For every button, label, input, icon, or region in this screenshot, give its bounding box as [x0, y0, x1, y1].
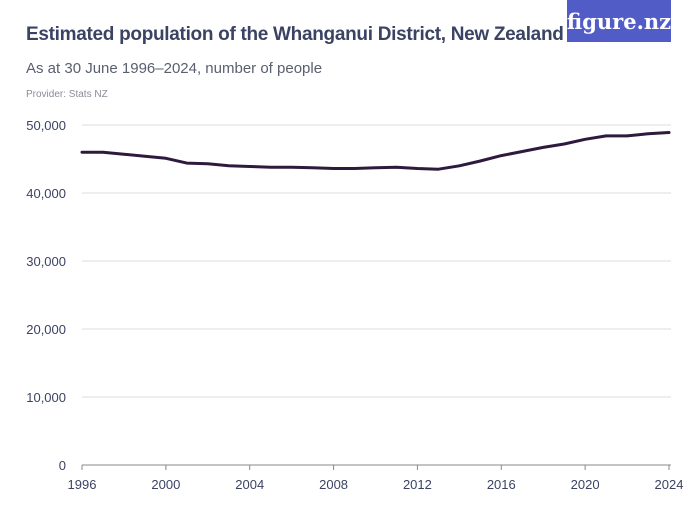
y-tick-label: 20,000: [26, 322, 66, 337]
x-tick-label: 2016: [487, 477, 516, 492]
chart-title: Estimated population of the Whanganui Di…: [26, 24, 564, 45]
x-tick-label: 2012: [403, 477, 432, 492]
y-tick-label: 0: [59, 458, 66, 473]
x-tick-label: 2024: [655, 477, 684, 492]
x-tick-label: 2004: [235, 477, 264, 492]
logo-text: figure.nz: [566, 8, 672, 34]
x-tick-label: 2000: [151, 477, 180, 492]
figure-nz-logo[interactable]: figure.nz: [567, 0, 671, 42]
y-tick-label: 10,000: [26, 390, 66, 405]
y-tick-label: 50,000: [26, 118, 66, 133]
chart-subtitle: As at 30 June 1996–2024, number of peopl…: [26, 60, 323, 77]
x-tick-label: 2020: [571, 477, 600, 492]
x-tick-label: 2008: [319, 477, 348, 492]
y-tick-label: 40,000: [26, 186, 66, 201]
y-tick-label: 30,000: [26, 254, 66, 269]
x-tick-label: 1996: [68, 477, 97, 492]
provider-label: Provider: Stats NZ: [26, 89, 108, 100]
population-line: [80, 131, 671, 171]
